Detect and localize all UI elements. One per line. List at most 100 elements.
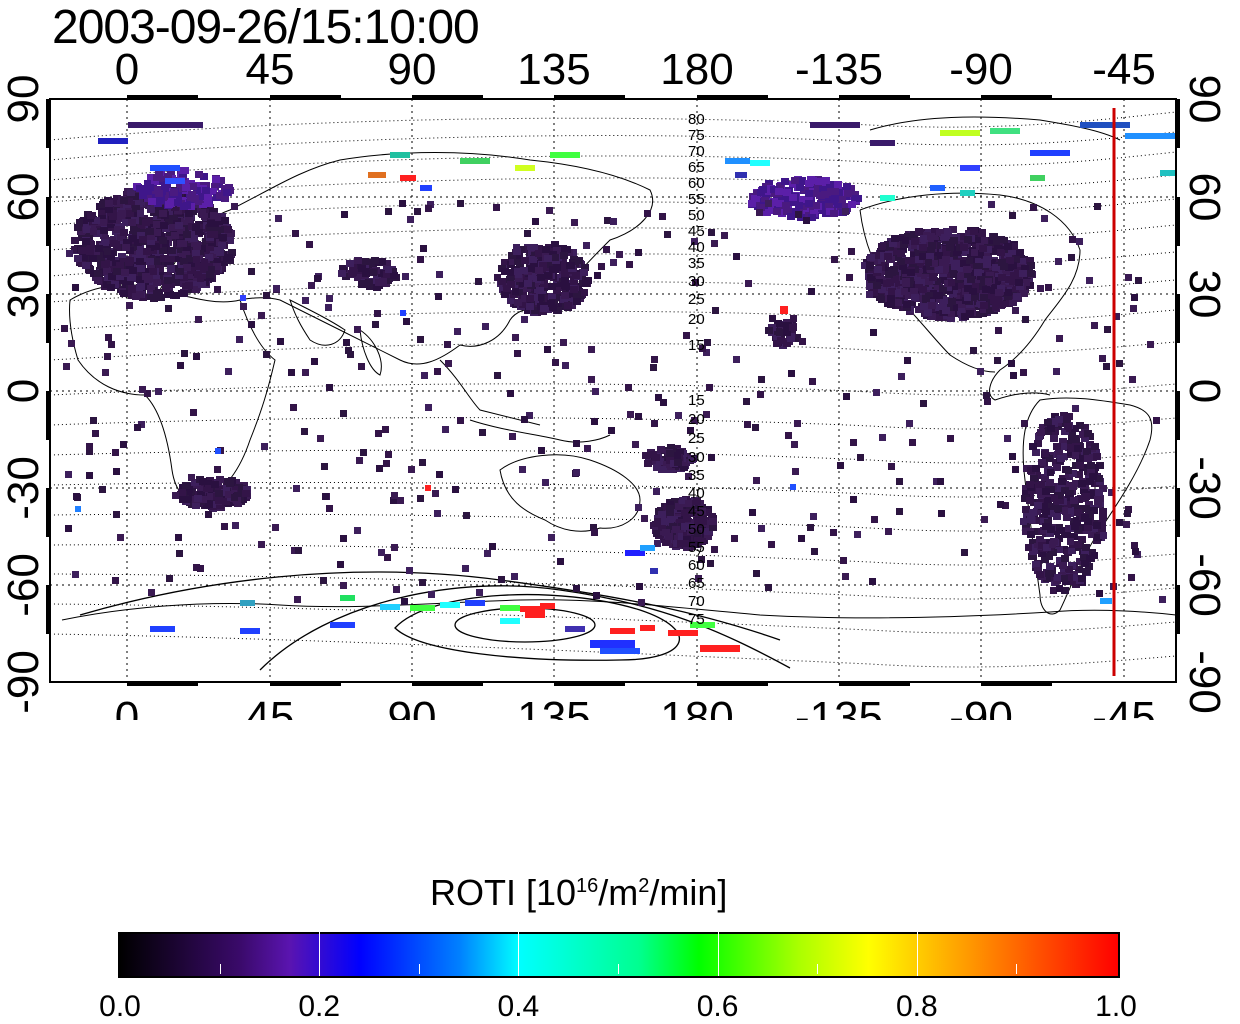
roti-point — [878, 286, 886, 293]
roti-point — [436, 471, 443, 478]
roti-point — [521, 295, 529, 302]
roti-point — [721, 232, 728, 239]
roti-point — [911, 294, 919, 301]
roti-point — [553, 262, 561, 269]
roti-point — [263, 292, 270, 299]
roti-point — [112, 577, 119, 584]
roti-point — [421, 372, 428, 379]
roti-point — [773, 208, 781, 215]
roti-point — [838, 196, 846, 203]
roti-point — [939, 285, 947, 292]
roti-point — [866, 262, 874, 269]
roti-point — [519, 466, 526, 473]
roti-point — [909, 439, 916, 446]
roti-point — [1128, 574, 1135, 581]
roti-point — [116, 273, 124, 280]
roti-point — [758, 525, 765, 532]
roti-point — [687, 427, 694, 434]
roti-point — [1027, 531, 1035, 538]
roti-point — [796, 184, 804, 191]
roti-point — [939, 273, 947, 280]
roti-point — [867, 254, 875, 261]
roti-point — [753, 570, 760, 577]
roti-point — [147, 174, 155, 181]
roti-point — [258, 541, 265, 548]
roti-point — [494, 274, 501, 281]
roti-point — [594, 272, 601, 279]
roti-point — [988, 259, 996, 266]
roti-point — [1009, 278, 1017, 285]
roti-point — [638, 599, 645, 606]
roti-point — [735, 172, 747, 178]
roti-point — [777, 322, 785, 329]
roti-point — [1067, 538, 1074, 545]
roti-point — [963, 240, 971, 247]
roti-point — [1084, 430, 1092, 437]
roti-point — [573, 585, 580, 592]
roti-point — [199, 496, 207, 503]
roti-point — [292, 230, 299, 237]
roti-point — [326, 384, 333, 391]
roti-point — [1082, 568, 1090, 575]
roti-point — [965, 230, 973, 237]
roti-point — [240, 600, 255, 606]
roti-point — [1074, 505, 1082, 512]
roti-point — [301, 428, 308, 435]
roti-point — [980, 306, 988, 313]
roti-point — [731, 535, 738, 542]
roti-point — [733, 356, 740, 363]
colorbar-tick — [717, 932, 719, 976]
roti-point — [822, 177, 830, 184]
north-contour-label: 55 — [688, 191, 705, 208]
right-lat-tick-label: 60 — [1180, 173, 1229, 222]
roti-point — [978, 233, 986, 240]
roti-point — [92, 430, 99, 437]
roti-point — [221, 217, 229, 224]
roti-point — [135, 286, 143, 293]
roti-point — [911, 238, 919, 245]
roti-point — [90, 417, 97, 424]
roti-point — [122, 244, 130, 251]
roti-point — [1032, 561, 1040, 568]
roti-point — [403, 318, 410, 325]
roti-point — [178, 167, 186, 174]
roti-point — [1032, 528, 1040, 535]
roti-point — [642, 452, 650, 459]
roti-point — [1042, 488, 1050, 495]
roti-point — [694, 518, 702, 525]
roti-point — [507, 390, 514, 397]
roti-point — [1081, 514, 1089, 521]
roti-point — [1086, 478, 1094, 485]
roti-point — [347, 351, 354, 358]
roti-point — [930, 185, 945, 191]
roti-point — [354, 257, 362, 264]
roti-point — [1045, 455, 1053, 462]
roti-point — [1021, 265, 1029, 272]
roti-point — [193, 281, 201, 288]
roti-point — [970, 347, 977, 354]
roti-point — [1022, 522, 1030, 529]
roti-point — [152, 275, 160, 282]
roti-point — [792, 468, 799, 475]
roti-point — [104, 248, 111, 255]
roti-point — [385, 208, 392, 215]
roti-point — [995, 327, 1002, 334]
roti-point — [390, 272, 398, 279]
colorbar-minor-tick — [418, 964, 420, 974]
roti-point — [182, 184, 190, 191]
roti-point — [1094, 501, 1102, 508]
roti-point — [704, 339, 711, 346]
roti-point — [680, 464, 688, 471]
roti-point — [1002, 502, 1009, 509]
roti-point — [465, 600, 485, 606]
roti-point — [1048, 510, 1056, 517]
roti-point — [933, 478, 940, 485]
roti-point — [188, 474, 195, 481]
roti-point — [101, 239, 109, 246]
roti-point — [393, 586, 400, 593]
roti-point — [935, 296, 943, 303]
roti-point — [635, 504, 642, 511]
roti-point — [687, 523, 694, 530]
roti-point — [414, 208, 421, 215]
